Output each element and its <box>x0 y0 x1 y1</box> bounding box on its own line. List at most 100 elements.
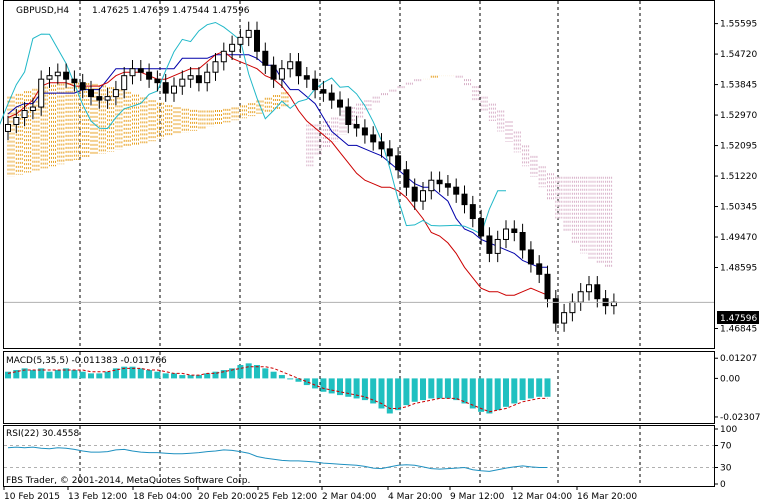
macd-bar <box>403 378 410 406</box>
time-tick-label: 9 Mar 12:00 <box>450 492 505 502</box>
candle-body <box>328 92 335 101</box>
macd-bar <box>71 370 78 379</box>
candle-body <box>312 78 319 91</box>
price-tick-label: 1.50345 <box>720 203 757 213</box>
macd-bar <box>229 368 236 379</box>
macd-bar <box>46 371 53 379</box>
price-tick-label: 1.53845 <box>720 81 757 91</box>
chikou-span-line <box>0 21 506 235</box>
candle-body <box>137 68 144 73</box>
macd-bar <box>453 378 460 401</box>
rsi-line <box>4 445 714 472</box>
macd-bar <box>461 378 468 404</box>
candle-body <box>88 89 94 98</box>
candle-body <box>245 29 252 38</box>
candle-body <box>420 190 426 202</box>
macd-bar <box>254 365 260 379</box>
price-tick-label: 1.48595 <box>720 264 757 274</box>
candle-body <box>544 273 551 300</box>
rsi-series-line <box>7 446 548 472</box>
macd-bar <box>503 378 509 407</box>
macd-bar <box>337 378 343 396</box>
candle-body <box>478 218 485 237</box>
macd-bar <box>162 373 169 379</box>
macd-bar <box>544 378 551 397</box>
macd-bar <box>436 378 443 399</box>
candle-body <box>112 89 119 98</box>
time-tick-label: 12 Mar 04:00 <box>512 492 572 502</box>
rsi-tick-label: 70 <box>720 442 732 452</box>
macd-bar <box>345 378 352 397</box>
macd-bar <box>96 373 103 379</box>
candle-body <box>254 29 260 52</box>
macd-title: MACD(5,35,5) -0.011383 -0.011766 <box>6 356 167 366</box>
macd-bar <box>13 370 20 379</box>
candle-body <box>552 298 559 324</box>
macd-bar <box>154 371 161 379</box>
time-tick-label: 18 Feb 04:00 <box>133 492 192 502</box>
price-tick-label: 1.46845 <box>720 324 757 334</box>
current-price-tag <box>717 311 759 324</box>
macd-bar <box>212 371 219 379</box>
macd-bar <box>121 366 128 379</box>
candle-body <box>461 193 468 206</box>
macd-bar <box>527 378 534 399</box>
candle-body <box>146 71 153 80</box>
macd-bar <box>320 378 327 392</box>
macd-bar <box>494 378 501 411</box>
macd-bar <box>361 378 368 401</box>
time-tick-label: 4 Mar 20:00 <box>388 492 443 502</box>
macd-tick-label: -0.023079 <box>720 413 760 423</box>
candle-body <box>361 127 368 136</box>
ichimoku-lines <box>0 21 548 296</box>
macd-bar <box>395 378 402 411</box>
macd-bar <box>129 366 136 379</box>
rsi-tick-label: 100 <box>720 425 737 435</box>
candle-body <box>38 78 45 108</box>
rsi-panel[interactable] <box>3 425 715 487</box>
candle-body <box>129 68 136 77</box>
candle-body <box>71 78 78 84</box>
macd-bar <box>270 371 277 379</box>
macd-bar <box>146 370 153 379</box>
macd-bar <box>88 373 94 379</box>
candle-body <box>519 231 526 251</box>
macd-bar <box>54 370 61 379</box>
candle-body <box>353 123 360 129</box>
candle-body <box>195 75 202 84</box>
price-tick-label: 1.55595 <box>720 20 757 30</box>
candle-body <box>594 284 601 300</box>
macd-bar <box>179 375 186 379</box>
macd-bar <box>287 378 294 380</box>
candle-body <box>212 61 219 73</box>
macd-bar <box>303 378 310 386</box>
macd-bar <box>187 375 194 379</box>
macd-bar <box>353 378 360 399</box>
macd-bar <box>420 378 426 401</box>
candle-body <box>453 186 460 195</box>
macd-bar <box>29 370 36 379</box>
candle-body <box>21 110 28 119</box>
macd-bar <box>411 378 418 402</box>
candle-body <box>403 169 410 188</box>
time-tick-label: 13 Feb 12:00 <box>68 492 127 502</box>
candle-body <box>320 89 327 94</box>
candle-body <box>204 71 211 84</box>
rsi-tick-label: 30 <box>720 464 732 474</box>
macd-bar <box>278 375 285 379</box>
macd-bar <box>469 378 476 409</box>
main-price-panel[interactable] <box>3 0 715 349</box>
macd-bar <box>171 373 177 379</box>
vertical-grid <box>79 1 641 486</box>
macd-bar <box>79 371 86 379</box>
macd-bar <box>220 370 227 379</box>
macd-bar <box>5 371 11 379</box>
candle-body <box>29 106 36 112</box>
macd-bar <box>112 368 119 379</box>
macd-bar <box>511 378 518 404</box>
macd-bar <box>444 378 451 399</box>
macd-bar <box>536 378 543 397</box>
macd-bar <box>428 378 435 399</box>
time-tick-label: 20 Feb 20:00 <box>198 492 257 502</box>
